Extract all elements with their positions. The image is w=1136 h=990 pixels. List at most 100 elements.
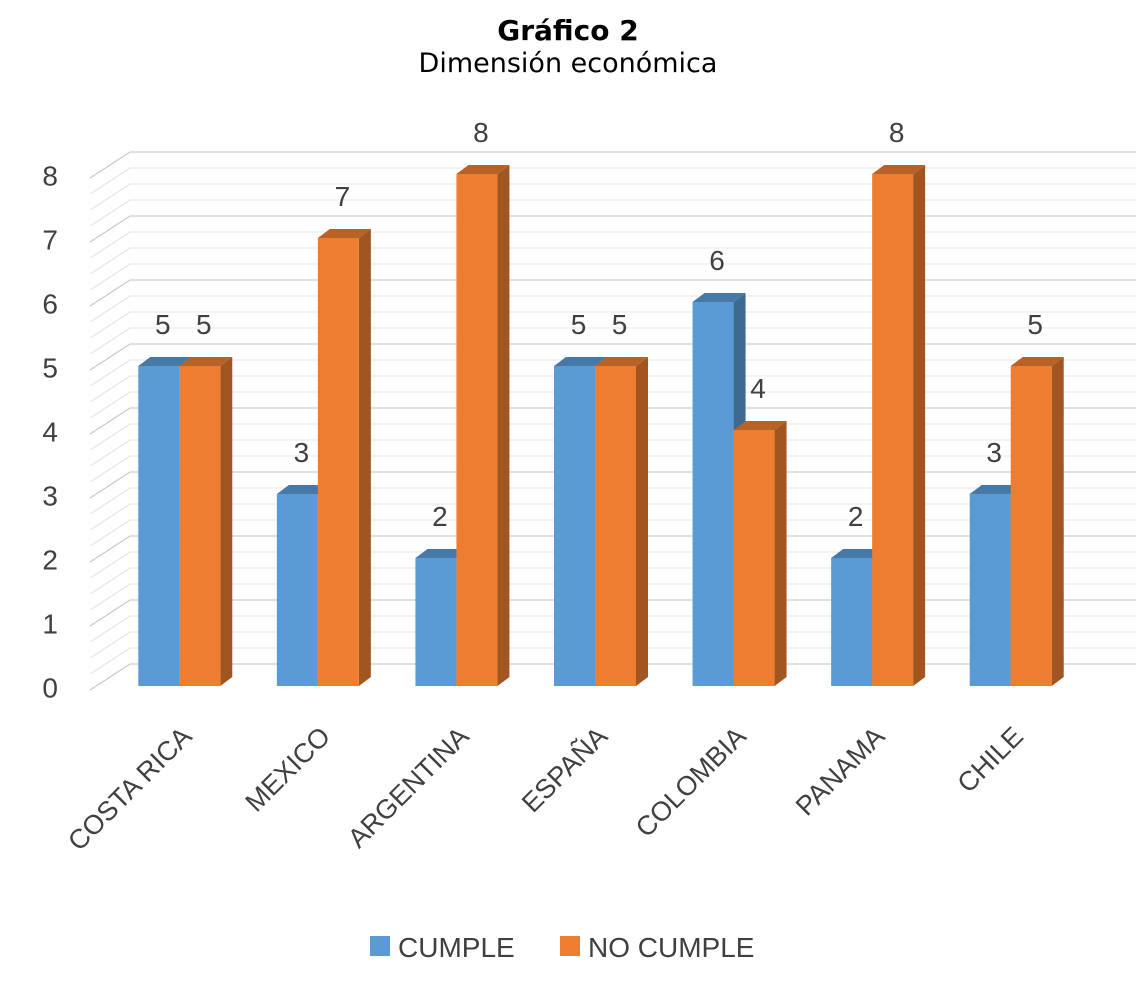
legend-swatch xyxy=(370,936,390,956)
x-tick-label: ESPAÑA xyxy=(515,720,613,818)
bar-top xyxy=(138,357,192,366)
data-label: 5 xyxy=(612,309,628,340)
bar-top xyxy=(179,357,233,366)
bar-no-cumple xyxy=(733,430,775,686)
data-label: 5 xyxy=(155,309,171,340)
gridline-minor-side xyxy=(89,439,131,467)
bar-side xyxy=(1051,357,1064,686)
bar-cumple xyxy=(831,558,873,686)
gridline-minor-side xyxy=(89,327,131,355)
chart-title: Gráfico 2 xyxy=(497,14,639,47)
bar-top xyxy=(969,485,1023,494)
bar-top xyxy=(317,229,371,238)
bar-top xyxy=(276,485,330,494)
y-tick-label: 3 xyxy=(42,480,58,511)
gridline-major-side xyxy=(89,471,131,499)
gridline-minor-side xyxy=(89,423,131,451)
gridline-minor-side xyxy=(89,247,131,275)
bar-no-cumple xyxy=(317,238,359,686)
bar-side xyxy=(913,165,926,686)
bar-top xyxy=(415,549,469,558)
bar-side xyxy=(358,229,371,686)
gridline-minor-side xyxy=(89,583,131,611)
gridline-major-side xyxy=(89,407,131,435)
bar-top xyxy=(733,421,787,430)
y-tick-label: 6 xyxy=(42,288,58,319)
gridline-major-side xyxy=(89,151,131,179)
y-tick-label: 7 xyxy=(42,224,58,255)
gridline-minor-side xyxy=(89,503,131,531)
bar-no-cumple xyxy=(595,366,636,686)
x-tick-label: COLOMBIA xyxy=(630,721,752,843)
gridline-minor-side xyxy=(89,311,131,339)
data-label: 8 xyxy=(889,117,905,148)
gridline-major-side xyxy=(89,535,131,563)
gridline-minor-side xyxy=(89,167,131,195)
bar-top xyxy=(831,549,885,558)
chart-subtitle: Dimensión económica xyxy=(418,48,718,79)
x-tick-label: COSTA RICA xyxy=(62,721,197,856)
gridline-major-side xyxy=(89,279,131,307)
gridline-minor-side xyxy=(89,359,131,387)
gridline-minor-side xyxy=(89,487,131,515)
bar-no-cumple xyxy=(179,366,221,686)
data-label: 5 xyxy=(196,309,212,340)
bar-top xyxy=(595,357,648,366)
bar-top xyxy=(692,293,746,302)
y-tick-label: 8 xyxy=(42,160,58,191)
gridline-minor-side xyxy=(89,391,131,419)
x-tick-label: ARGENTINA xyxy=(342,721,475,854)
bar-top xyxy=(872,165,926,174)
gridline-major-side xyxy=(89,663,131,691)
data-label: 5 xyxy=(571,309,587,340)
legend-swatch xyxy=(560,936,580,956)
bar-no-cumple xyxy=(456,174,498,686)
gridline-minor-side xyxy=(89,647,131,675)
x-tick-label: MEXICO xyxy=(240,721,337,818)
bar-side xyxy=(497,165,510,686)
gridline-minor-side xyxy=(89,183,131,211)
gridline-minor-side xyxy=(89,567,131,595)
gridline-minor-side xyxy=(89,519,131,547)
bar-no-cumple xyxy=(1010,366,1052,686)
legend-label: NO CUMPLE xyxy=(588,932,754,963)
y-tick-label: 0 xyxy=(42,672,58,703)
bar-cumple xyxy=(969,494,1011,686)
bar-cumple xyxy=(554,366,595,686)
gridline-major-side xyxy=(89,343,131,371)
bar-side xyxy=(636,357,648,686)
gridline-minor-side xyxy=(89,231,131,259)
x-tick-label: CHILE xyxy=(952,721,1029,798)
bar-top xyxy=(554,357,607,366)
bar-cumple xyxy=(276,494,318,686)
data-label: 2 xyxy=(848,501,864,532)
bar-cumple xyxy=(415,558,457,686)
gridline-minor-side xyxy=(89,375,131,403)
data-label: 4 xyxy=(750,373,766,404)
data-label: 3 xyxy=(986,437,1002,468)
y-tick-label: 1 xyxy=(42,608,58,639)
data-label: 7 xyxy=(335,181,351,212)
gridline-major-side xyxy=(89,215,131,243)
bar-top xyxy=(1010,357,1064,366)
data-label: 3 xyxy=(294,437,310,468)
data-label: 5 xyxy=(1027,309,1043,340)
y-tick-label: 4 xyxy=(42,416,58,447)
bar-side xyxy=(774,421,787,686)
gridline-major-side xyxy=(89,599,131,627)
bar-no-cumple xyxy=(872,174,914,686)
gridline-minor-side xyxy=(89,551,131,579)
data-label: 6 xyxy=(709,245,725,276)
bar-top xyxy=(456,165,510,174)
bar-side xyxy=(220,357,233,686)
data-label: 8 xyxy=(473,117,489,148)
gridline-minor-side xyxy=(89,263,131,291)
data-label: 2 xyxy=(432,501,448,532)
y-tick-label: 5 xyxy=(42,352,58,383)
gridline-minor-side xyxy=(89,295,131,323)
bar-cumple xyxy=(692,302,734,686)
gridline-minor-side xyxy=(89,455,131,483)
y-tick-label: 2 xyxy=(42,544,58,575)
